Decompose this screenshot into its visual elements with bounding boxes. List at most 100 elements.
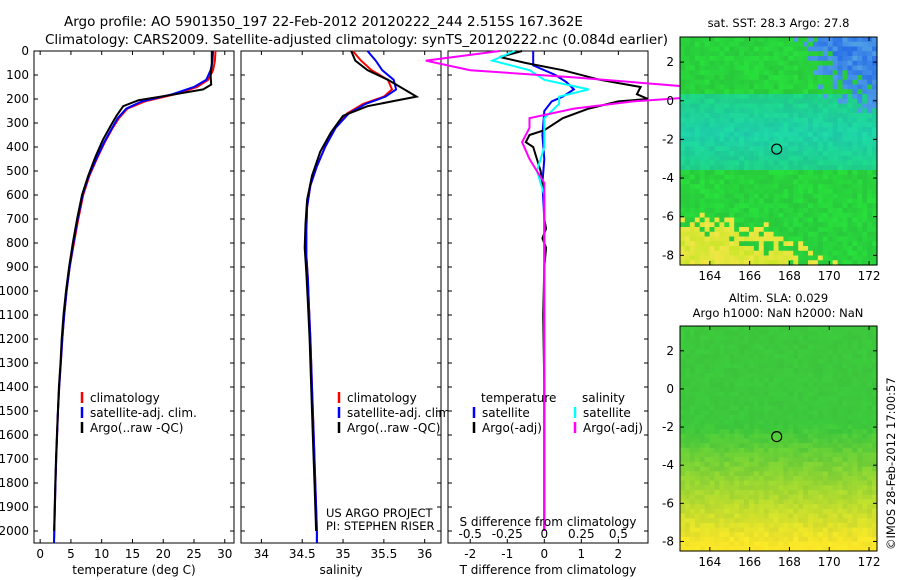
sst-map-cell [788,37,794,43]
sst-map-cell [842,255,849,261]
sla-map-cell [744,485,750,491]
sst-map-cell [837,165,844,171]
sla-map-cell [808,382,814,388]
sst-map-cell [793,89,799,95]
sla-map-cell [699,340,706,346]
sst-map-cell [714,227,720,233]
sla-map-cell [724,344,730,351]
sla-map-cell [862,452,868,458]
sla-map-cell [852,391,858,397]
sla-map-cell [729,452,735,458]
sla-map-cell [714,494,720,501]
sst-map-cell [773,241,780,247]
sst-map-cell [778,260,785,266]
sla-map-cell [768,490,775,496]
sst-map-cell [803,84,809,90]
sst-map-cell [758,94,765,100]
sla-map-cell [793,480,799,486]
sst-map-cell [724,236,730,242]
sst-map-cell [827,155,834,162]
sst-map-cell [793,260,799,266]
sla-map-cell [812,372,819,379]
sst-map-cell [847,103,853,109]
sla-map-cell [827,396,834,402]
sst-map-cell [773,246,780,252]
sla-map-cell [744,461,750,468]
sst-map-cell [753,208,760,214]
sst-map-cell [852,60,858,67]
sst-map-cell [709,84,716,90]
sst-map-cell [714,231,720,238]
sla-map-cell [694,377,701,383]
sla-map-cell [783,391,789,397]
sla-map-cell [729,461,735,468]
sst-map-cell [704,217,711,223]
sla-map-cell [773,358,780,365]
sst-map-cell [709,132,716,138]
sla-map-cell [852,344,858,351]
sla-map-cell [862,410,868,416]
sst-map-cell [822,98,829,105]
sst-map-cell [803,103,809,109]
sst-map-cell [778,117,785,124]
sla-map-cell [783,415,789,421]
sla-map-cell [788,485,794,491]
sla-map-cell [783,443,789,449]
sla-map-cell [768,536,775,543]
sla-map-cell [709,358,716,365]
sst-map-cell [758,113,765,119]
sla-map-cell [783,452,789,458]
temperature-xtick-label: 5 [67,547,75,561]
sla-map-ytick-label: 2 [666,344,674,358]
sst-map-cell [788,46,794,52]
sla-map-cell [798,344,804,351]
sst-map-cell [684,222,691,228]
sst-map-cell [847,98,853,105]
sst-map-cell [812,170,819,176]
sla-map-cell [847,494,853,501]
sla-map-cell [704,391,711,397]
sla-map-cell [783,340,789,346]
sla-map-cell [847,480,853,486]
sst-map-cell [812,94,819,100]
sla-map-cell [758,330,765,336]
sla-map-cell [763,433,770,440]
sla-map-cell [783,377,789,383]
sst-map-cell [704,117,711,124]
sst-map-cell [704,246,711,252]
sst-map-cell [773,41,780,48]
sst-map-cell [788,155,794,162]
sla-map-cell [778,330,785,336]
sla-map-cell [689,457,696,463]
sst-map-cell [689,127,696,133]
sst-map-cell [867,217,873,223]
sst-map-cell [719,103,725,109]
sla-map-cell [827,382,834,388]
sla-map-cell [778,349,785,355]
sla-map-cell [872,429,878,435]
sst-map-cell [872,231,878,238]
sla-map-cell [694,368,701,374]
sla-map-cell [788,386,794,393]
sst-map-cell [852,79,858,86]
sst-map-cell [699,227,706,233]
sst-map-cell [734,65,740,71]
sla-map-cell [763,461,770,468]
sst-map-cell [822,122,829,128]
sla-map-cell [768,471,775,477]
sla-map-cell [739,471,745,477]
sst-map-cell [832,208,839,214]
sla-map-cell [847,443,853,449]
sst-map-cell [734,127,740,133]
sst-map-cell [773,193,780,200]
sst-map-cell [744,227,750,233]
sst-map-cell [729,189,735,195]
sla-map-cell [842,527,849,533]
sla-map-cell [783,546,789,552]
sst-map-cell [783,160,789,166]
side-stamp: ©IMOS 28-Feb-2012 17:00:57 [884,377,898,550]
sst-map-cell [724,146,730,152]
sla-map-cell [773,527,780,533]
sst-map-cell [817,79,824,86]
sla-map-cell [719,340,725,346]
